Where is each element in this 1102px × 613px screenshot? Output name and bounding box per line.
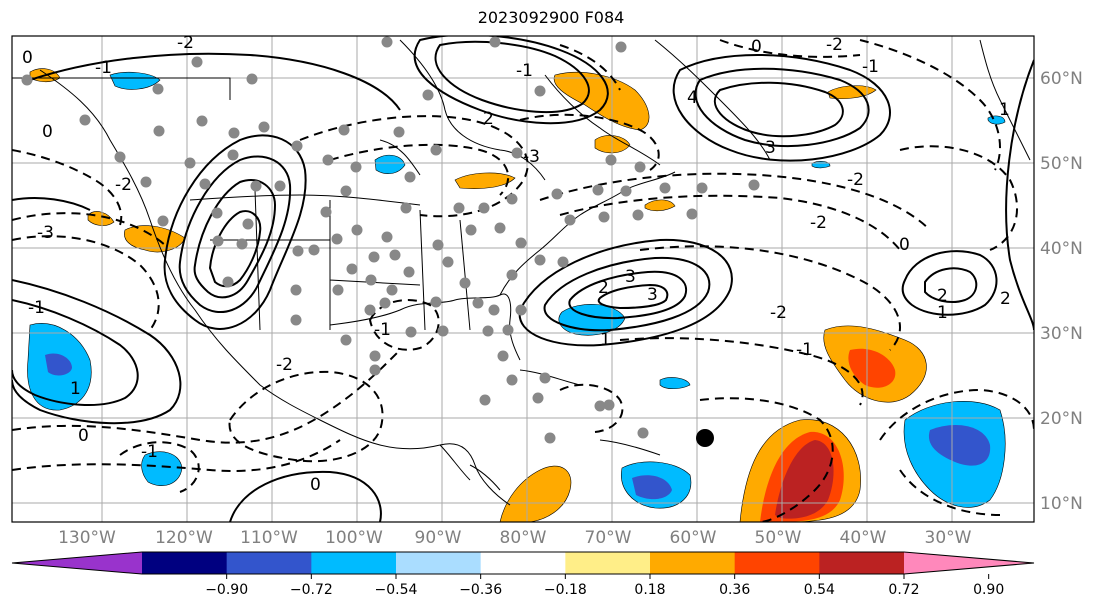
contour-label: -2 xyxy=(115,175,132,195)
latitude-label: 20°N xyxy=(1040,409,1083,429)
contour-label: -1 xyxy=(28,298,45,318)
contour-label: -2 xyxy=(847,170,864,190)
colorbar-segment xyxy=(396,552,482,574)
latitude-label: 60°N xyxy=(1040,69,1083,89)
colorbar-segment xyxy=(226,552,312,574)
latitude-label: 30°N xyxy=(1040,324,1083,344)
colorbar-segment xyxy=(650,552,736,574)
longitude-label: 100°W xyxy=(325,528,383,548)
longitude-label: 50°W xyxy=(755,528,802,548)
contour-label: 3 xyxy=(765,138,776,158)
contour-label: -2 xyxy=(810,213,827,233)
colorbar-segment xyxy=(480,552,566,574)
contour-labels: 0 -2 -1 0 -2 -3 2 -1 -3 3 4 -1 -2 0 3 1 … xyxy=(22,33,1011,495)
latitude-label: 40°N xyxy=(1040,239,1083,259)
contour-label: 0 xyxy=(899,235,910,255)
colorbar-tick-label: 0.36 xyxy=(719,582,750,598)
contour-label: -2 xyxy=(177,33,194,53)
contour-label: 0 xyxy=(751,37,762,57)
latitude-label: 10°N xyxy=(1040,494,1083,514)
map-title: 2023092900 F084 xyxy=(477,8,625,27)
latitude-axis: 60°N 50°N 40°N 30°N 20°N 10°N xyxy=(1040,69,1083,514)
contour-label: 1 xyxy=(70,379,81,399)
longitude-label: 40°W xyxy=(840,528,887,548)
contour-label: 3 xyxy=(625,267,636,287)
contour-label: 2 xyxy=(1000,289,1011,309)
storm-center-marker xyxy=(696,429,714,447)
contour-label: 0 xyxy=(42,122,53,142)
colorbar-tick-label: 0.72 xyxy=(888,582,919,598)
contour-label: 1 xyxy=(600,330,611,350)
colorbar-segment xyxy=(734,552,820,574)
colorbar-extend-low xyxy=(12,552,142,574)
contour-label: 0 xyxy=(310,475,321,495)
longitude-label: 90°W xyxy=(415,528,462,548)
longitude-label: 30°W xyxy=(925,528,972,548)
colorbar-segment xyxy=(311,552,397,574)
contour-label: 1 xyxy=(937,303,948,323)
contour-label: -2 xyxy=(826,35,843,55)
map-frame xyxy=(11,35,1035,523)
contour-label: -1 xyxy=(862,57,879,77)
contour-label: -1 xyxy=(516,61,533,81)
contour-label: -1 xyxy=(95,58,112,78)
longitude-label: 80°W xyxy=(500,528,547,548)
colorbar-segment xyxy=(142,552,228,574)
station-markers xyxy=(21,36,760,444)
contour-label: -1 xyxy=(141,442,158,462)
contour-label: -2 xyxy=(770,303,787,323)
colorbar-tick-label: 0.54 xyxy=(804,582,835,598)
contour-label: 2 xyxy=(598,278,609,298)
colorbar-tick-label: −0.18 xyxy=(544,582,587,598)
contour-label: 4 xyxy=(687,88,698,108)
colorbar-extend-high xyxy=(904,552,1034,574)
anomaly-shading xyxy=(27,68,1006,522)
longitude-label: 60°W xyxy=(670,528,717,548)
colorbar-tick-label: 0.90 xyxy=(973,582,1004,598)
colorbar-tick-label: 0.18 xyxy=(634,582,665,598)
contour-label: -3 xyxy=(37,223,54,243)
contour-label: -3 xyxy=(523,147,540,167)
contour-label: -1 xyxy=(796,340,813,360)
contour-label: 2 xyxy=(937,286,948,306)
colorbar-outline xyxy=(11,551,1035,575)
contour-label: -1 xyxy=(374,320,391,340)
colorbar-segment xyxy=(819,552,905,574)
contour-label: -2 xyxy=(276,355,293,375)
longitude-label: 70°W xyxy=(585,528,632,548)
contour-label: 1 xyxy=(999,100,1010,120)
contour-label: 3 xyxy=(647,285,658,305)
colorbar: −0.90 −0.72 −0.54 −0.36 −0.18 0.18 0.36 0.54 0.7… xyxy=(11,551,1035,598)
longitude-label: 110°W xyxy=(240,528,298,548)
longitude-axis: 130°W 120°W 110°W 100°W 90°W 80°W 70°W 6… xyxy=(58,528,972,548)
longitude-label: 120°W xyxy=(155,528,213,548)
contour-label: 0 xyxy=(22,48,33,68)
colorbar-tick-label: −0.54 xyxy=(375,582,418,598)
colorbar-tick-label: −0.36 xyxy=(459,582,502,598)
colorbar-tick-label: −0.90 xyxy=(205,582,248,598)
longitude-label: 130°W xyxy=(58,528,116,548)
latitude-label: 50°N xyxy=(1040,154,1083,174)
colorbar-tick-label: −0.72 xyxy=(290,582,333,598)
contour-label: 2 xyxy=(483,109,494,129)
colorbar-segment xyxy=(565,552,651,574)
contour-label: 0 xyxy=(78,426,89,446)
